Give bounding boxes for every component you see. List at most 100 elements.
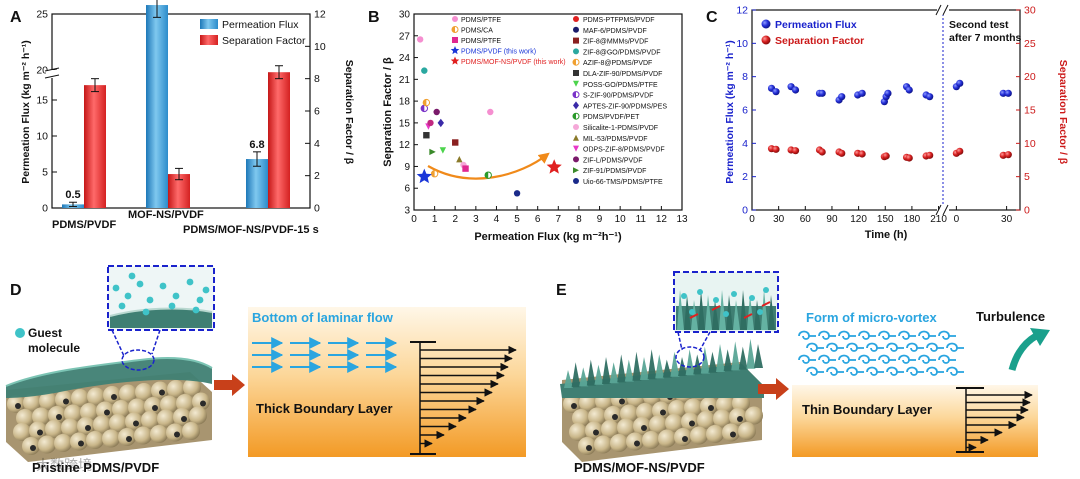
support-bead [183,378,201,397]
support-bead [80,403,98,421]
panel-e: E Form of micro-vortex Turbulence Thin B… [556,271,1050,475]
support-bead [636,403,654,421]
support-bead [119,384,137,403]
nanosheet-spike [586,359,596,386]
panel-c-axis-break [935,4,949,216]
tick-label-y: 12 [399,140,411,151]
tick-label-x: 90 [826,214,838,225]
nanosheet-spike [617,354,627,383]
flux-point [858,89,866,97]
tick-label-left: 15 [36,95,48,107]
mof-membrane-illustration [560,338,764,462]
panel-c-legend: Permeation Flux Separation Factor [761,19,864,47]
panel-c: C 0 30 60 90 120 150 180 210 0 300246810120510152… [706,5,1069,242]
support-pore [111,394,117,400]
nanosheet-spike [700,346,710,374]
support-pore [181,416,187,422]
pristine-membrane-illustration [5,357,213,462]
support-bead [134,426,152,445]
legend-marker [573,134,579,141]
sepfactor-point [956,147,964,155]
tick-label-x: 8 [576,214,582,225]
flux-bar [246,159,268,208]
scatter-point [429,148,436,156]
legend-entry: PDMS/PVDF (this work) [461,49,536,56]
legend-entry: ZIF-L/PDMS/PVDF [583,157,643,164]
legend-dot-sepfactor [761,35,771,45]
panel-d-caption: Pristine PDMS/PVDF [32,460,159,475]
vortex-swirl [886,366,898,376]
nanosheet-spike [670,351,680,377]
nanosheet-spike [685,349,695,376]
support-bead [160,395,178,414]
vortex-swirl [926,342,938,352]
legend-marker [573,70,579,76]
guest-molecule [763,287,769,293]
vortex-swirl [946,366,958,376]
legend-entry: Silicalite-1-PDMS/PVDF [583,125,658,132]
support-bead [572,409,590,427]
support-bead [93,415,111,434]
support-bead [13,423,31,441]
panel-a-cat-3: PDMS/MOF-NS/PVDF-15 s [183,224,319,236]
inset-spike [705,295,712,330]
tick-label-x: 4 [494,214,500,225]
flux-point [1004,89,1012,97]
vortex-swirl [878,354,890,364]
support-bead [86,431,104,449]
support-pore [641,425,647,431]
vortex-swirl [906,342,918,352]
nanosheet-spike [655,354,665,379]
tick-label-right: 4 [314,138,320,150]
inset-guest-molecules [112,272,210,316]
legend-marker [573,167,579,174]
vortex-swirl [858,354,870,364]
nanosheet-spike [716,344,725,372]
nanosheet-spike [647,349,657,380]
guest-molecule [749,295,755,301]
support-pore [159,389,165,396]
zoom-line [677,331,683,351]
support-bead [61,418,79,437]
vortex-swirl [938,354,950,364]
tick-label-left: 4 [742,138,748,150]
vortex-swirl [858,330,870,340]
marker-half [431,170,435,177]
tick-label-x2: 0 [954,214,960,225]
legend-marker [452,37,458,43]
scatter-point [546,159,562,174]
panel-a-ylabel-left: Permeation Flux (kg m⁻² h⁻¹) [20,40,32,184]
support-bead [716,395,734,414]
legend-entry: ZIF-8@GO/PDMS/PVDF [583,49,661,56]
tick-label-x: 30 [773,214,785,225]
tick-label-right: 8 [314,73,320,85]
nanosheet-spike [564,370,573,388]
tick-label-y: 9 [404,162,410,173]
support-pore [593,429,599,436]
marker-half [485,171,489,179]
scatter-point [416,36,424,43]
inset-spike [726,295,733,330]
vortex-swirl [918,354,930,364]
vortex-swirl [926,366,938,376]
support-pore [200,400,206,407]
support-pore [174,431,180,438]
panel-b-letter: B [368,9,380,26]
legend-marker [572,58,580,66]
legend-entry: ZIF-91/PDMS/PVDF [583,168,646,175]
flux-point [818,89,826,97]
panel-a-cat-2: MOF-NS/PVDF [128,209,204,221]
vortex-swirl [826,366,838,376]
tick-label-x: 6 [535,214,541,225]
thin-velocity-profile [956,387,1033,453]
support-bead [665,414,683,432]
panel-c-legend-sepfactor: Separation Factor [775,35,864,47]
vortex-swirl [806,342,818,352]
sepfactor-point [818,148,826,156]
zoom-source-circle [675,346,705,368]
guest-molecule [202,286,210,294]
legend-marker [573,101,579,110]
sepfactor-point [838,149,846,157]
support-pore [152,405,158,411]
sepfactor-bar [268,72,290,208]
